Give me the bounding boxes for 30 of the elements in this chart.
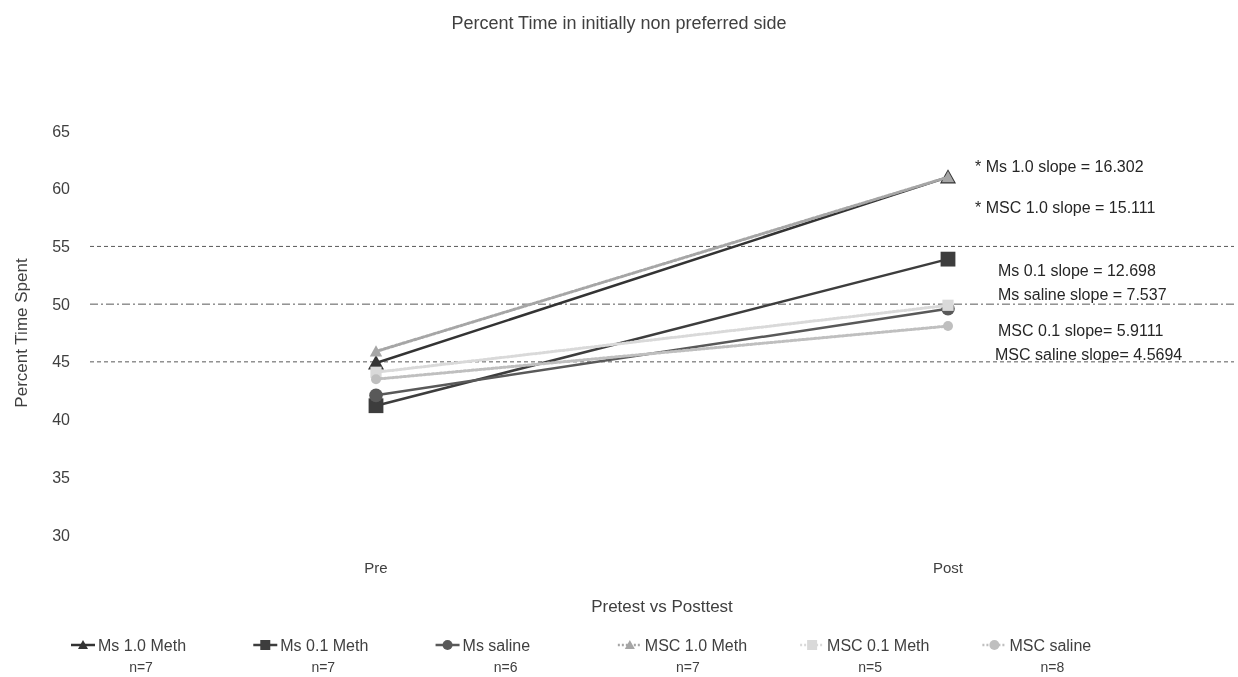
y-tick-label: 55 [52, 238, 71, 256]
annotation: * MSC 1.0 slope = 15.111 [975, 198, 1156, 216]
legend-label: Ms saline n=6 [462, 636, 531, 675]
legend-label: Ms 1.0 Meth n=7 [98, 636, 187, 675]
y-tick-label: 45 [52, 353, 71, 371]
y-tick-label: 35 [52, 468, 71, 486]
chart-title: Percent Time in initially non preferred side [451, 13, 787, 33]
x-tick-label: Pre [364, 559, 388, 577]
legend-label: Ms 0.1 Meth n=7 [280, 636, 369, 675]
legend-label: MSC saline n=8 [1009, 636, 1092, 675]
annotation: MSC 0.1 slope= 5.9111 [998, 321, 1164, 339]
y-tick-label: 40 [52, 411, 71, 429]
legend-label: MSC 0.1 Meth n=5 [827, 636, 930, 675]
y-tick-label: 60 [52, 180, 71, 198]
x-tick-label: Post [932, 559, 964, 577]
point [371, 374, 381, 385]
annotation: * Ms 1.0 slope = 16.302 [975, 157, 1144, 175]
y-tick-label: 50 [52, 295, 71, 313]
y-tick-label: 65 [52, 122, 71, 140]
point [940, 251, 956, 267]
annotation: Ms saline slope = 7.537 [998, 285, 1167, 303]
x-axis-title: Pretest vs Posttest [591, 596, 734, 616]
legend-label: MSC 1.0 Meth n=7 [644, 636, 748, 675]
point [369, 388, 383, 403]
point [943, 321, 953, 332]
point [942, 299, 954, 311]
annotation: MSC saline slope= 4.5694 [995, 345, 1183, 363]
annotation: Ms 0.1 slope = 12.698 [998, 261, 1156, 279]
y-tick-label: 30 [52, 526, 71, 544]
y-axis-title: Percent Time Spent [12, 258, 31, 408]
